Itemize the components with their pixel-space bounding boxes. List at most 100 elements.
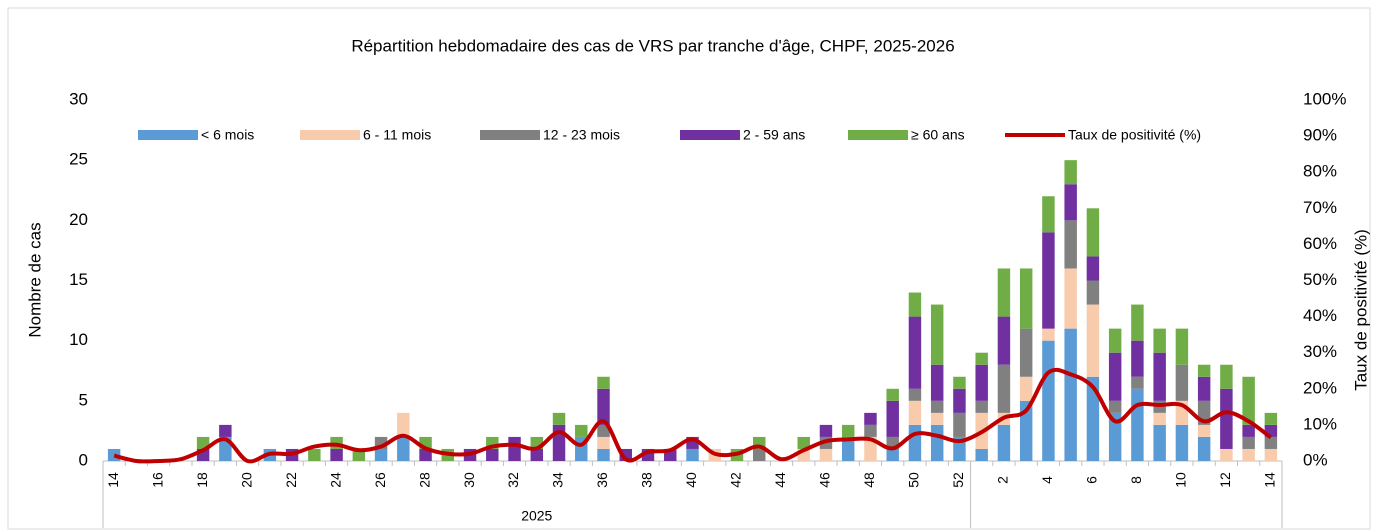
bar-segment bbox=[1042, 328, 1055, 341]
legend-label: ≥ 60 ans bbox=[911, 127, 965, 143]
bar-segment bbox=[841, 424, 855, 437]
y-tick-label: 30 bbox=[69, 89, 88, 108]
x-tick-label: 48 bbox=[861, 472, 877, 488]
x-tick-label: 32 bbox=[505, 472, 521, 488]
bar-segment bbox=[1153, 412, 1166, 425]
bar-segment bbox=[1064, 328, 1077, 461]
x-tick-label: 16 bbox=[149, 472, 165, 488]
bar-segment bbox=[997, 316, 1011, 365]
bar-segment bbox=[797, 436, 810, 449]
x-tick-label: 28 bbox=[416, 472, 432, 488]
x-tick-label: 4 bbox=[1039, 476, 1055, 484]
bar-segment bbox=[1242, 436, 1255, 449]
bar-segment bbox=[1153, 328, 1166, 353]
y2-tick-label: 100% bbox=[1303, 89, 1346, 108]
bar-segment bbox=[886, 388, 899, 401]
legend-label: Taux de positivité (%) bbox=[1068, 127, 1201, 143]
y2-tick-label: 60% bbox=[1303, 234, 1337, 253]
bar-segment bbox=[1108, 400, 1122, 413]
bar-segment bbox=[864, 412, 877, 425]
bar-segment bbox=[753, 448, 766, 461]
bar-segment bbox=[975, 400, 988, 413]
bar-segment bbox=[1042, 196, 1055, 233]
bar-segment bbox=[597, 376, 610, 389]
x-tick-label: 44 bbox=[772, 472, 788, 488]
x-tick-label: 2 bbox=[995, 476, 1011, 484]
bar-segment bbox=[196, 436, 210, 449]
bar-segment bbox=[1019, 400, 1033, 461]
bar-segment bbox=[908, 292, 922, 317]
bar-segment bbox=[575, 424, 588, 437]
x-tick-label: 24 bbox=[327, 472, 343, 488]
y2-tick-label: 90% bbox=[1303, 126, 1337, 145]
bar-segment bbox=[686, 448, 699, 461]
bar-segment bbox=[997, 364, 1011, 413]
x-tick-label: 14 bbox=[1262, 472, 1278, 488]
bar-segment bbox=[1197, 376, 1211, 401]
y-tick-label: 25 bbox=[69, 150, 88, 169]
y2-tick-label: 10% bbox=[1303, 414, 1337, 433]
bar-segment bbox=[953, 412, 966, 437]
bar-segment bbox=[1108, 412, 1122, 461]
bar-segment bbox=[419, 448, 432, 461]
bar-segment bbox=[1131, 376, 1144, 389]
y-axis-label: Nombre de cas bbox=[25, 222, 44, 337]
bar-segment bbox=[930, 412, 944, 425]
chart-title: Répartition hebdomadaire des cas de VRS … bbox=[351, 36, 954, 55]
bar-segment bbox=[486, 448, 499, 461]
bar-segment bbox=[1220, 388, 1233, 449]
x-tick-label: 26 bbox=[372, 472, 388, 488]
x-tick-label: 50 bbox=[906, 472, 922, 488]
bar-segment bbox=[975, 364, 988, 401]
legend-swatch bbox=[480, 130, 540, 140]
chart-frame bbox=[7, 7, 1371, 530]
bar-segment bbox=[1220, 448, 1233, 461]
bar-segment bbox=[1064, 160, 1077, 185]
bar-segment bbox=[975, 448, 988, 461]
bar-segment bbox=[1153, 352, 1166, 401]
bar-segment bbox=[930, 304, 944, 365]
bar-segment bbox=[1108, 328, 1122, 353]
bar-segment bbox=[397, 436, 410, 461]
bar-segment bbox=[508, 436, 521, 461]
legend-label: 2 - 59 ans bbox=[743, 127, 805, 143]
x-tick-label: 12 bbox=[1217, 472, 1233, 488]
bar-segment bbox=[1019, 328, 1033, 377]
bar-segment bbox=[953, 376, 966, 389]
legend-swatch bbox=[300, 130, 360, 140]
x-tick-label: 20 bbox=[238, 472, 254, 488]
y2-tick-label: 20% bbox=[1303, 378, 1337, 397]
x-tick-label: 36 bbox=[594, 472, 610, 488]
legend-label: 6 - 11 mois bbox=[363, 127, 431, 143]
bar-segment bbox=[1175, 424, 1189, 461]
bar-segment bbox=[1064, 268, 1077, 329]
legend-swatch bbox=[848, 130, 908, 140]
bar-segment bbox=[975, 352, 988, 365]
y2-tick-label: 70% bbox=[1303, 198, 1337, 217]
bar-segment bbox=[1086, 304, 1100, 377]
bar-segment bbox=[308, 448, 321, 461]
x-tick-label: 46 bbox=[817, 472, 833, 488]
legend-label: < 6 mois bbox=[201, 127, 254, 143]
bar-segment bbox=[330, 448, 343, 461]
bar-segment bbox=[908, 388, 922, 401]
bar-segment bbox=[597, 436, 610, 449]
bar-segment bbox=[1131, 304, 1144, 341]
x-tick-label: 14 bbox=[105, 472, 121, 488]
bar-segment bbox=[1086, 376, 1100, 461]
y2-tick-label: 50% bbox=[1303, 270, 1337, 289]
y-tick-label: 15 bbox=[69, 270, 88, 289]
bar-segment bbox=[864, 436, 877, 461]
legend-label: 12 - 23 mois bbox=[543, 127, 620, 143]
bar-segment bbox=[1197, 364, 1211, 377]
bar-segment bbox=[886, 400, 899, 437]
bar-segment bbox=[1108, 352, 1122, 401]
bar-segment bbox=[552, 412, 566, 425]
bar-segment bbox=[397, 412, 410, 437]
bar-segment bbox=[1175, 328, 1189, 365]
y2-tick-label: 40% bbox=[1303, 306, 1337, 325]
x-group-label: 2025 bbox=[521, 508, 552, 524]
bar-segment bbox=[953, 388, 966, 413]
bar-segment bbox=[1242, 424, 1255, 437]
y2-tick-label: 0% bbox=[1303, 450, 1328, 469]
